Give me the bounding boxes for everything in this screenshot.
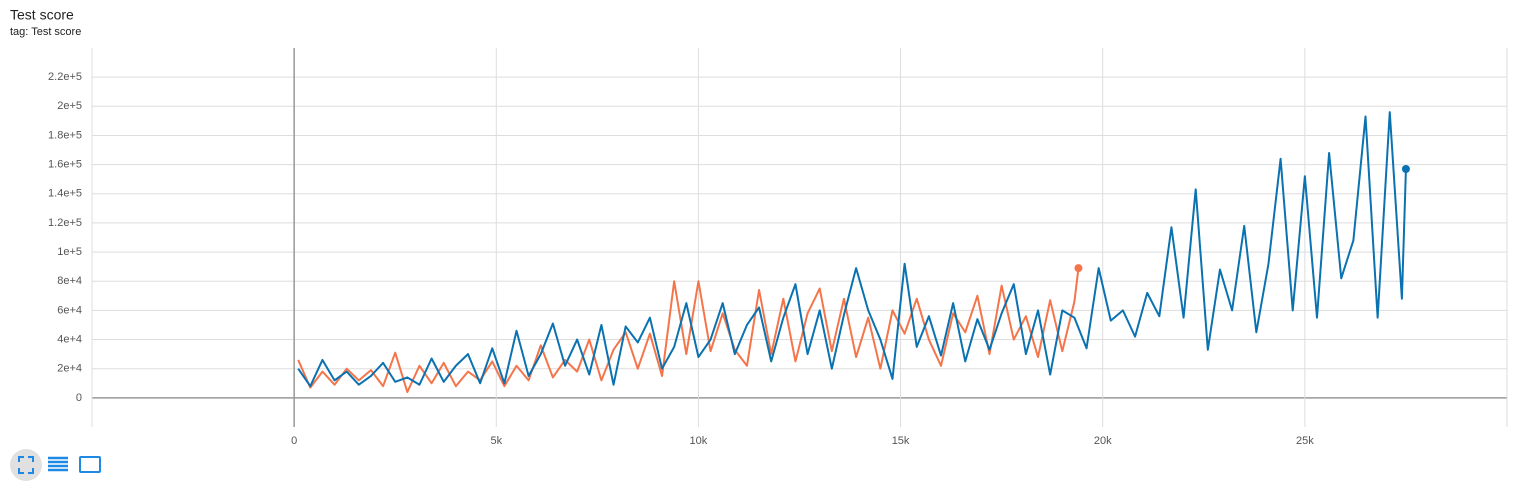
y-tick-label: 4e+4	[57, 333, 82, 345]
fit-domain-button[interactable]	[18, 456, 34, 474]
y-tick-label: 1.6e+5	[48, 159, 82, 171]
y-tick-label: 2.2e+5	[48, 71, 82, 83]
x-tick-label: 25k	[1296, 435, 1314, 447]
y-tick-label: 1.4e+5	[48, 188, 82, 200]
y-tick-label: 8e+4	[57, 275, 82, 287]
y-tick-label: 0	[76, 392, 82, 404]
y-tick-label: 1.2e+5	[48, 217, 82, 229]
x-tick-label: 5k	[490, 435, 502, 447]
x-tick-label: 20k	[1094, 435, 1112, 447]
button-bg	[10, 449, 42, 481]
toolbar	[10, 449, 101, 481]
grid	[92, 48, 1507, 427]
last-point	[1401, 164, 1410, 173]
toggle-log-button[interactable]	[48, 456, 68, 472]
plot	[297, 111, 1410, 394]
x-tick-label: 10k	[690, 435, 708, 447]
x-tick-label: 15k	[892, 435, 910, 447]
select-button[interactable]	[79, 456, 101, 473]
chart-title: Test score	[10, 7, 74, 23]
series-line	[297, 111, 1407, 388]
last-point	[1074, 264, 1083, 273]
chart-subtitle: tag: Test score	[10, 26, 81, 38]
series-line	[297, 267, 1080, 394]
x-tick-label: 0	[291, 435, 297, 447]
y-tick-label: 1.8e+5	[48, 129, 82, 141]
y-tick-label: 2e+5	[57, 100, 82, 112]
y-tick-label: 6e+4	[57, 304, 82, 316]
y-tick-label: 1e+5	[57, 246, 82, 258]
y-tick-label: 2e+4	[57, 363, 82, 375]
